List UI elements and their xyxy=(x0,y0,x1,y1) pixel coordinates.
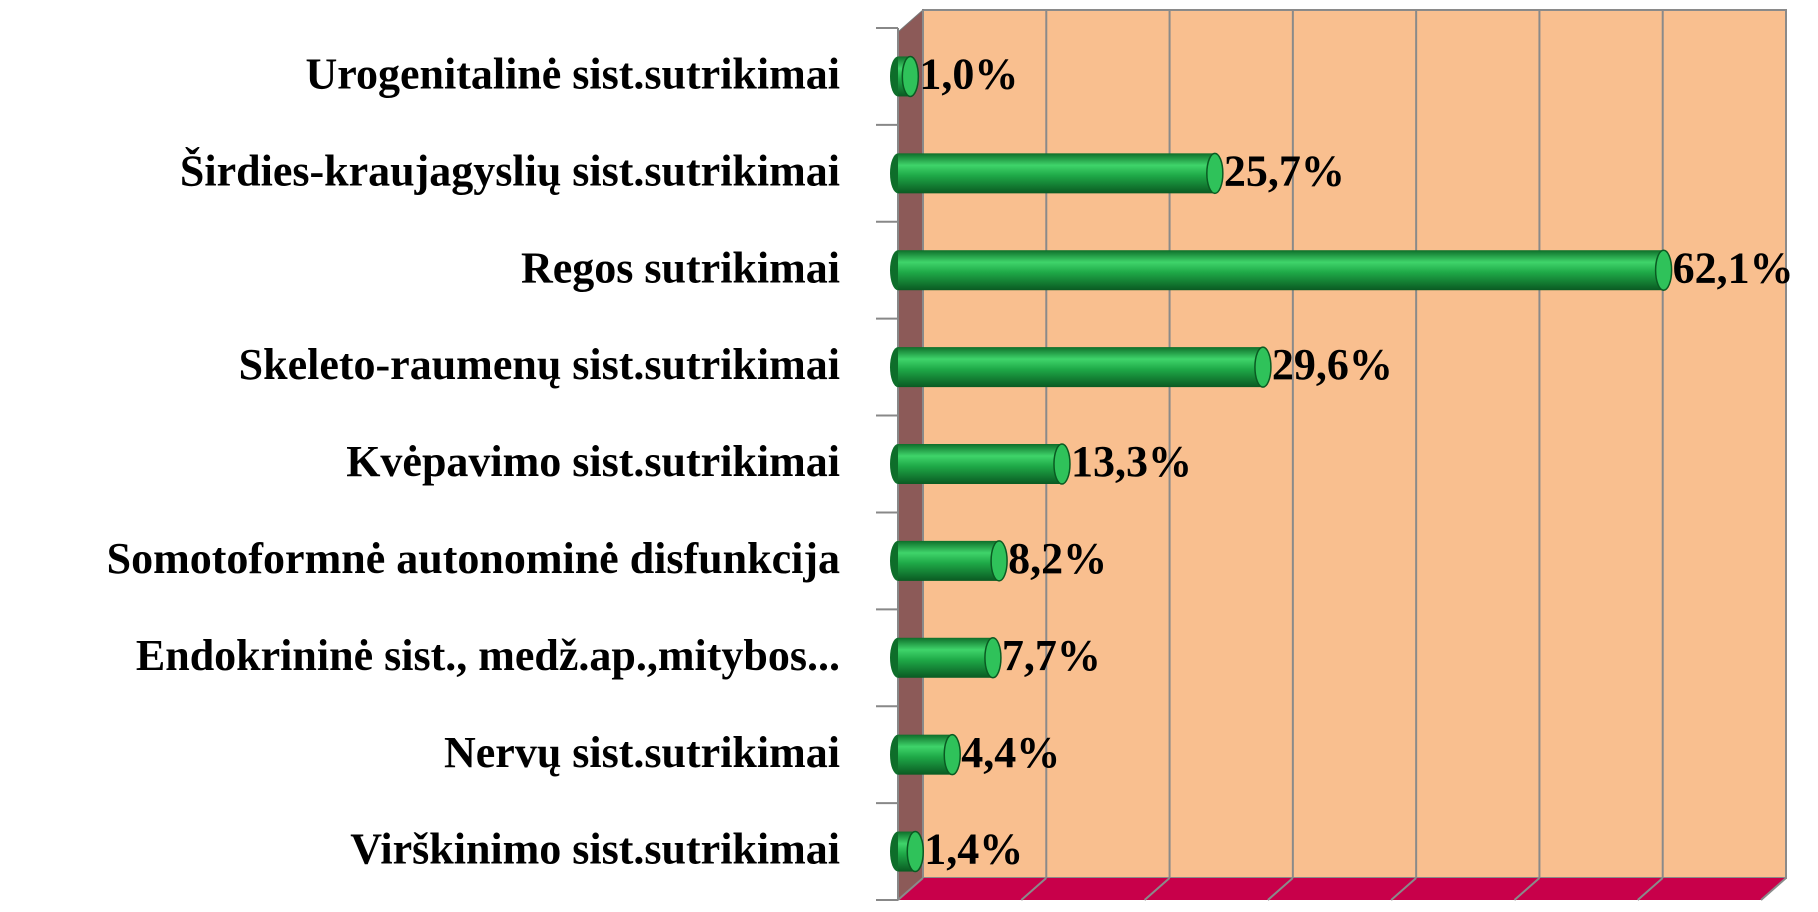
bar xyxy=(898,734,953,775)
floor-grid-line xyxy=(1513,877,1541,901)
data-label: 4,4% xyxy=(961,728,1060,777)
bar xyxy=(898,250,1664,291)
y-tick-label: Skeleto-raumenų sist.sutrikimai xyxy=(239,340,840,389)
data-label: 1,0% xyxy=(919,50,1018,99)
data-label: 13,3% xyxy=(1071,437,1192,486)
data-label: 62,1% xyxy=(1673,243,1794,292)
bar-cap xyxy=(943,733,961,776)
y-tick-label: Endokrininė sist., medž.ap.,mitybos... xyxy=(136,631,840,680)
bar xyxy=(898,347,1263,388)
bar xyxy=(898,637,993,678)
y-tick-label: Nervų sist.sutrikimai xyxy=(444,728,840,777)
y-tick-label: Širdies-kraujagyslių sist.sutrikimai xyxy=(180,145,840,195)
bar-cap xyxy=(1206,152,1224,195)
data-label: 1,4% xyxy=(924,825,1023,874)
bar xyxy=(898,540,1000,581)
floor-grid-line xyxy=(1267,877,1294,901)
bar-cap xyxy=(901,55,920,98)
data-label: 29,6% xyxy=(1272,340,1393,389)
bar-cap xyxy=(1654,249,1673,291)
bar-cap xyxy=(1053,443,1071,485)
floor-grid-line xyxy=(1143,877,1171,901)
bar-cap xyxy=(906,830,925,873)
y-tick-label: Somotoformnė autonominė disfunkcija xyxy=(107,534,840,583)
data-label: 7,7% xyxy=(1002,631,1101,680)
bar-cap xyxy=(1254,346,1272,388)
floor-grid-line xyxy=(1390,877,1417,901)
bar-cap xyxy=(990,540,1008,582)
bar xyxy=(898,153,1215,194)
y-tick-label: Virškinimo sist.sutrikimai xyxy=(350,825,840,874)
floor-grid-line xyxy=(1637,877,1664,901)
floor-grid-line xyxy=(1760,877,1787,901)
floor-grid-line xyxy=(897,877,924,901)
floor-grid-line xyxy=(1020,877,1047,901)
y-tick-label: Urogenitalinė sist.sutrikimai xyxy=(305,50,840,99)
data-label: 8,2% xyxy=(1008,534,1107,583)
y-tick-label: Kvėpavimo sist.sutrikimai xyxy=(346,437,840,486)
y-tick-label: Regos sutrikimai xyxy=(521,243,840,292)
data-label: 25,7% xyxy=(1224,146,1345,195)
bar xyxy=(898,444,1062,484)
bar-cap xyxy=(984,637,1002,679)
floor xyxy=(898,878,1786,900)
